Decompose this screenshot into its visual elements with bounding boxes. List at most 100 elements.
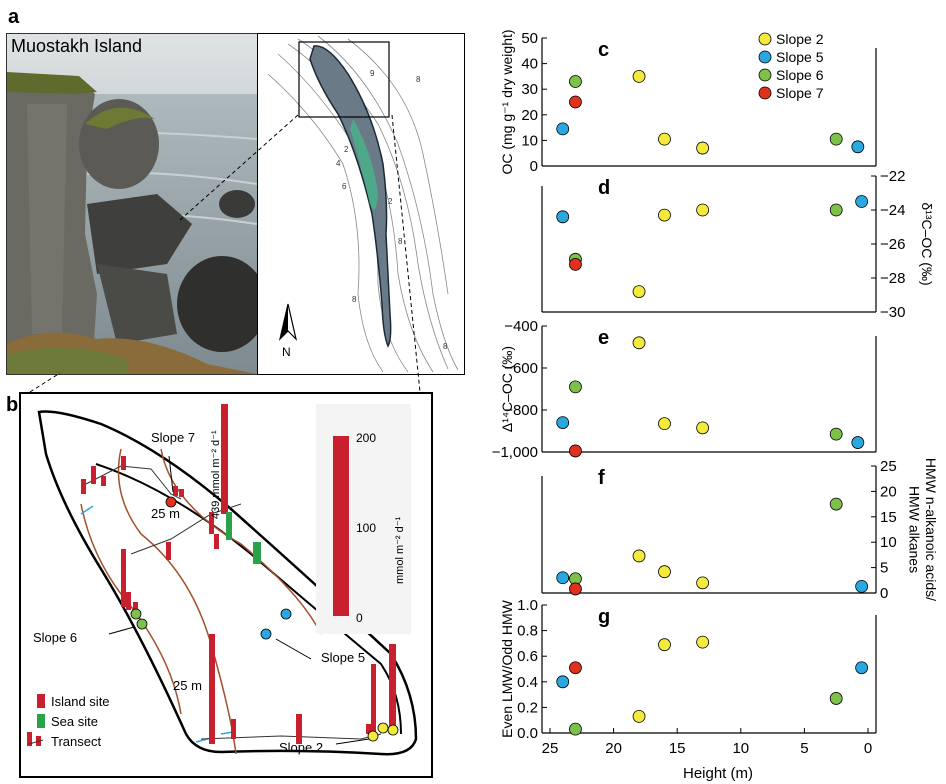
scale-tick-0: 0 bbox=[356, 611, 363, 625]
y-tick-label: 10 bbox=[880, 534, 897, 551]
data-point-slope-5 bbox=[556, 210, 570, 224]
y-tick-label: −26 bbox=[880, 236, 905, 253]
contour-label: 2 bbox=[388, 197, 393, 206]
contour-25m-label: 25 m bbox=[151, 506, 180, 521]
y-tick-label: 10 bbox=[521, 132, 538, 149]
slope7-marker bbox=[165, 496, 177, 508]
x-tick-label: 5 bbox=[800, 740, 808, 757]
x-tick-label: 0 bbox=[864, 740, 872, 757]
y-axis-label: Even LMW/Odd HMW bbox=[499, 599, 515, 737]
data-point-slope-5 bbox=[851, 140, 865, 154]
site-map: Slope 7 Slope 6 Slope 5 Slope 2 25 m 25 … bbox=[19, 392, 433, 778]
data-point-slope-5 bbox=[851, 436, 865, 449]
chart-panel-c: 0 10 20 30 40 50 OC (mg g⁻¹ dry weight) c bbox=[499, 29, 877, 175]
data-point-slope-2 bbox=[658, 208, 671, 222]
chart-panel-f: 0 5 10 15 20 25 HMW n-alkanoic acids/HMW alkan… bbox=[541, 458, 939, 602]
data-point-slope-5 bbox=[556, 675, 570, 689]
legend-sea-label: Sea site bbox=[51, 714, 98, 729]
y-axis-label: HMW n-alkanoic acids/HMW alkanes bbox=[906, 458, 939, 601]
data-point-slope-2 bbox=[658, 565, 671, 579]
data-point-slope-2 bbox=[696, 635, 710, 649]
scale-unit-label: mmol m⁻² d⁻¹ bbox=[394, 516, 406, 584]
data-point-slope-6 bbox=[829, 203, 843, 217]
y-tick-label: 0.6 bbox=[517, 648, 538, 665]
data-point-slope-5 bbox=[556, 416, 570, 430]
data-point-slope-2 bbox=[632, 336, 646, 350]
contour-label: 9 bbox=[370, 69, 375, 78]
data-point-slope-2 bbox=[632, 549, 646, 563]
panel-letter-c: c bbox=[598, 39, 609, 61]
y-tick-label: −600 bbox=[504, 360, 538, 377]
y-tick-label: 0 bbox=[880, 585, 888, 602]
legend-island-swatch bbox=[37, 694, 45, 708]
y-tick-label: 50 bbox=[521, 30, 538, 47]
legend-marker-slope2 bbox=[758, 32, 772, 46]
y-tick-label: −1,000 bbox=[492, 444, 538, 461]
data-point-slope-2 bbox=[658, 417, 671, 431]
y-axis-label: δ¹³C–OC (‰) bbox=[919, 202, 935, 285]
site-map-illustration: Slope 7 Slope 6 Slope 5 Slope 2 25 m 25 … bbox=[27, 404, 418, 756]
data-point-slope-2 bbox=[658, 638, 671, 652]
legend-marker-slope6 bbox=[758, 68, 772, 82]
legend-island-label: Island site bbox=[51, 694, 110, 709]
slope2-label: Slope 2 bbox=[279, 740, 323, 755]
y-tick-label: 0.2 bbox=[517, 699, 538, 716]
slope2-marker bbox=[367, 730, 379, 742]
legend-label-slope7: Slope 7 bbox=[776, 85, 824, 101]
data-point-slope-2 bbox=[696, 421, 710, 435]
panel-letter-a: a bbox=[8, 6, 20, 28]
data-point-slope-5 bbox=[556, 122, 570, 136]
slope7-label: Slope 7 bbox=[151, 430, 195, 445]
y-tick-label: −30 bbox=[880, 304, 905, 321]
data-point-slope-5 bbox=[855, 195, 869, 208]
contour-label: 8 bbox=[416, 75, 421, 84]
data-point-slope-6 bbox=[569, 722, 582, 736]
data-point-slope-6 bbox=[829, 132, 843, 146]
data-point-slope-2 bbox=[696, 203, 710, 217]
y-axis-label: OC (mg g⁻¹ dry weight) bbox=[499, 29, 515, 174]
slope6-marker bbox=[136, 618, 148, 630]
legend-marker-slope7 bbox=[758, 86, 772, 100]
y-tick-label: −24 bbox=[880, 202, 905, 219]
panel-letter-b: b bbox=[6, 394, 19, 416]
y-tick-label: −22 bbox=[880, 168, 905, 185]
slope5-label: Slope 5 bbox=[321, 650, 365, 665]
data-point-slope-2 bbox=[696, 576, 710, 590]
scale-tick-200: 200 bbox=[356, 431, 376, 445]
data-point-slope-6 bbox=[569, 380, 582, 394]
legend-marker-slope5 bbox=[758, 50, 772, 64]
y-tick-label: −28 bbox=[880, 270, 905, 287]
data-point-slope-7 bbox=[569, 661, 582, 675]
y-tick-label: 0.8 bbox=[517, 623, 538, 640]
island-outline bbox=[37, 410, 418, 756]
data-point-slope-2 bbox=[632, 709, 646, 723]
x-tick-label: 15 bbox=[669, 740, 686, 757]
y-tick-label: −800 bbox=[504, 402, 538, 419]
slope5-marker bbox=[260, 628, 272, 640]
slope6-label: Slope 6 bbox=[33, 630, 77, 645]
legend-label-slope6: Slope 6 bbox=[776, 67, 824, 83]
data-point-slope-5 bbox=[855, 661, 869, 675]
series-legend: Slope 2 Slope 5 Slope 6 Slope 7 bbox=[758, 31, 824, 101]
data-point-slope-7 bbox=[569, 257, 582, 271]
panel-letter-g: g bbox=[598, 606, 610, 628]
y-tick-label: 0 bbox=[530, 158, 538, 175]
x-axis-label: Height (m) bbox=[683, 765, 753, 782]
chart-panel-e: −400 −600 −800 −1,000 Δ¹⁴C–OC (‰) e bbox=[492, 318, 877, 461]
contour-label: 6 bbox=[342, 182, 347, 191]
x-tick-label: 25 bbox=[542, 740, 559, 757]
y-tick-label: 5 bbox=[880, 560, 888, 577]
data-point-slope-6 bbox=[829, 692, 843, 705]
contour-label: 8 bbox=[352, 295, 357, 304]
photo-title: Muostakh Island bbox=[11, 36, 143, 56]
contour-25m-label: 25 m bbox=[173, 678, 202, 693]
cliff-photo-illustration bbox=[7, 34, 257, 374]
y-tick-label: 25 bbox=[880, 458, 897, 475]
y-tick-label: 1.0 bbox=[517, 597, 538, 614]
cliff-photo: Muostakh Island bbox=[6, 33, 258, 375]
contour-label: 8 bbox=[443, 342, 448, 351]
y-tick-label: 30 bbox=[521, 81, 538, 98]
contour-map-illustration: 9 8 2 4 6 2 8 8 8 N bbox=[267, 35, 459, 373]
data-point-slope-5 bbox=[556, 571, 570, 585]
